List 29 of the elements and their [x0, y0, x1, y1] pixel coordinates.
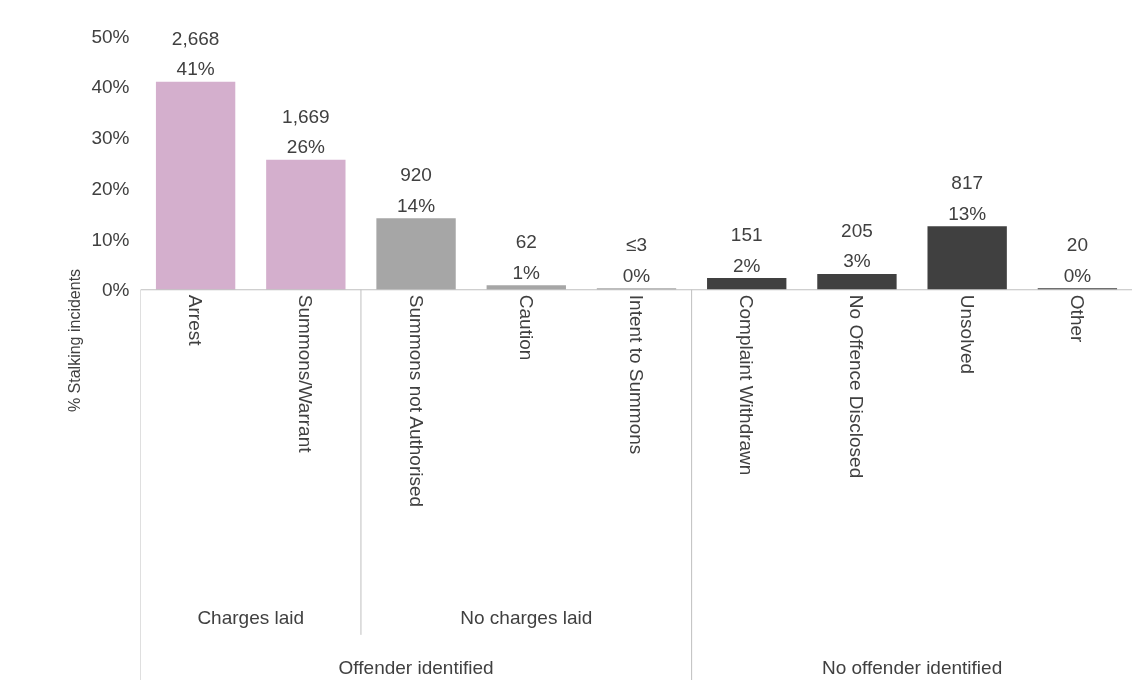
x-tick-label: Summons not Authorised	[405, 294, 427, 508]
text: No charges laid	[460, 606, 593, 628]
data-label: ≤3 0%	[622, 234, 651, 286]
y-axis-title: % Stalking incidents	[66, 268, 84, 413]
x-tick-label: No Offence Disclosed	[846, 294, 868, 479]
data-label: 2,668 41%	[171, 27, 220, 80]
y-tick-label: 0%	[102, 279, 130, 301]
x-tick-label: Other	[1066, 294, 1088, 344]
y-tick-label: 40%	[91, 76, 130, 98]
y-tick-label: 50%	[91, 25, 130, 47]
data-label: 62 1%	[512, 231, 541, 283]
x-tick-label: Complaint Withdrawn	[736, 294, 758, 476]
x-tick-label: Unsolved	[956, 294, 978, 375]
y-tick-label: 20%	[91, 177, 130, 199]
data-label: 205 3%	[841, 220, 873, 272]
data-label: 151 2%	[730, 224, 763, 276]
text: Charges laid	[197, 606, 305, 628]
text: No offender identified	[821, 657, 1003, 679]
x-tick-label: Intent to Summons	[626, 294, 647, 455]
x-tick-label: Caution	[515, 294, 537, 361]
data-label: 1,669 26%	[282, 105, 330, 158]
data-label: 920 14%	[397, 164, 436, 216]
data-label: 817 13%	[948, 172, 987, 224]
x-tick-label: Arrest	[185, 294, 207, 347]
y-tick-label: 30%	[91, 127, 130, 149]
y-tick-label: 10%	[91, 228, 130, 250]
data-label: 20 0%	[1063, 234, 1092, 286]
text: Offender identified	[338, 657, 494, 679]
x-tick-label: Summons/Warrant	[295, 294, 317, 454]
